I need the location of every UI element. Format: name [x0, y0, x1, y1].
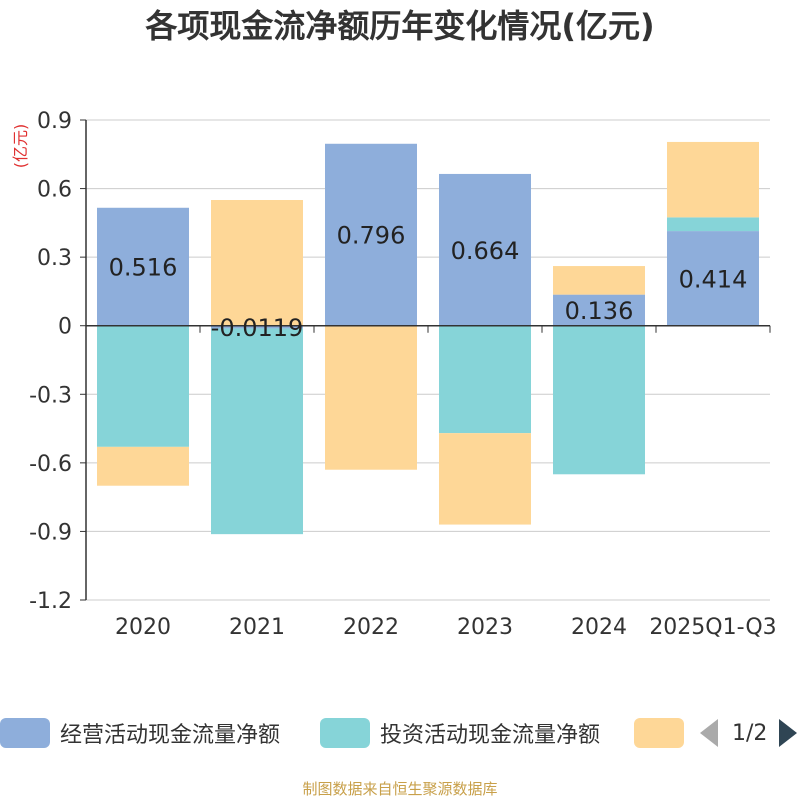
bar-2021-series-0 [211, 325, 303, 329]
bar-2023-series-1 [439, 325, 531, 434]
bar-2023-series-2 [439, 433, 531, 525]
x-tick-label-2020: 2020 [115, 615, 171, 640]
axes: 0.9 0.6 0.3 0 -0.3 -0.6 -0.9 -1.2 (亿元) 2020 2021 20… [11, 109, 777, 640]
bar-2021-series-1 [211, 328, 303, 535]
data-source-note: 制图数据来自恒生聚源数据库 [302, 780, 498, 798]
legend-next-page-icon[interactable] [779, 719, 798, 747]
bar-2024-series-2 [553, 266, 645, 295]
x-tick-label-2025Q1-Q3: 2025Q1-Q3 [649, 615, 776, 640]
bar-2024-series-0 [553, 294, 645, 326]
x-tick-label-2024: 2024 [571, 615, 627, 640]
bar-2024-series-1 [553, 325, 645, 475]
legend-page-indicator: 1/2 [732, 720, 768, 746]
x-tick-label-2022: 2022 [343, 615, 399, 640]
data-label-2021: -0.0119 [211, 314, 304, 342]
bar-2025Q1-Q3-series-1 [667, 217, 759, 232]
y-tick-label-6: -0.9 [29, 520, 72, 545]
legend-swatch-investing [320, 718, 370, 748]
y-tick-label-3: 0 [58, 315, 72, 340]
legend-item-investing[interactable]: 投资活动现金流量净额 [320, 718, 600, 748]
y-tick-label-2: 0.3 [37, 246, 72, 271]
bars[interactable] [97, 141, 759, 535]
data-label-2020: 0.516 [109, 254, 178, 282]
legend-prev-page-icon[interactable] [700, 719, 718, 747]
data-label-2025Q1-Q3: 0.414 [679, 265, 748, 293]
data-label-2022: 0.796 [337, 222, 406, 250]
y-tick-label-4: -0.3 [29, 383, 72, 408]
data-labels: 0.516 -0.0119 0.796 0.664 0.136 0.414 [109, 222, 748, 342]
legend: 经营活动现金流量净额 投资活动现金流量净额 1/2 [0, 712, 800, 756]
bar-2022-series-0 [325, 143, 417, 326]
y-axis-label: (亿元) [11, 124, 30, 169]
legend-item-operating[interactable]: 经营活动现金流量净额 [0, 718, 280, 748]
legend-pager: 1/2 [700, 718, 798, 748]
y-tick-label-1: 0.6 [37, 178, 72, 203]
x-tick-label-2023: 2023 [457, 615, 513, 640]
bar-2020-series-1 [97, 325, 189, 447]
bar-2023-series-0 [439, 173, 531, 326]
x-tick-label-2021: 2021 [229, 615, 285, 640]
chart-title: 各项现金流净额历年变化情况(亿元) [145, 7, 655, 45]
legend-item-financing[interactable] [634, 718, 684, 748]
y-tick-label-7: -1.2 [29, 589, 72, 614]
bar-2020-series-2 [97, 446, 189, 486]
legend-label-investing: 投资活动现金流量净额 [380, 723, 601, 748]
bar-2025Q1-Q3-series-2 [667, 141, 759, 218]
legend-label-operating: 经营活动现金流量净额 [60, 723, 281, 748]
grid-lines [86, 119, 770, 601]
data-label-2024: 0.136 [565, 297, 634, 325]
bar-2025Q1-Q3-series-0 [667, 231, 759, 326]
bar-2022-series-2 [325, 325, 417, 470]
legend-swatch-operating [0, 718, 50, 748]
bar-chart: 0.9 0.6 0.3 0 -0.3 -0.6 -0.9 -1.2 (亿元) 2020 2021 20… [11, 109, 777, 640]
bar-2021-series-2 [211, 200, 303, 326]
y-tick-label-0: 0.9 [37, 109, 72, 134]
legend-swatch-financing [634, 718, 684, 748]
y-tick-label-5: -0.6 [29, 452, 72, 477]
data-label-2023: 0.664 [451, 237, 520, 265]
bar-2020-series-0 [97, 207, 189, 326]
